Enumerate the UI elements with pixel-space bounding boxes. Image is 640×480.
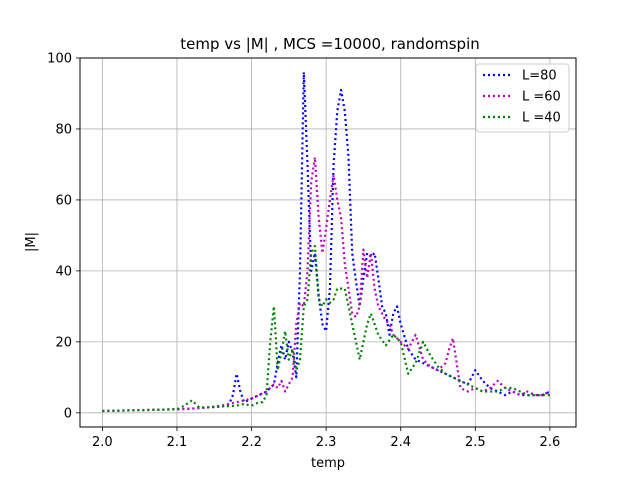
x-tick-label: 2.5 bbox=[465, 435, 486, 450]
x-axis-ticks: 2.0 2.1 2.2 2.3 2.4 2.5 2.6 bbox=[92, 427, 560, 450]
chart-title: temp vs |M| , MCS =10000, randomspin bbox=[180, 35, 480, 53]
x-tick-label: 2.3 bbox=[316, 435, 337, 450]
y-tick-label: 0 bbox=[64, 406, 72, 421]
legend-label-1: L =60 bbox=[522, 90, 561, 105]
legend-label-2: L =40 bbox=[522, 111, 561, 126]
x-tick-label: 2.6 bbox=[540, 435, 561, 450]
series-line-0 bbox=[102, 71, 551, 413]
x-axis-label: temp bbox=[311, 456, 345, 471]
legend-label-0: L=80 bbox=[522, 69, 557, 84]
axes-frame bbox=[79, 57, 577, 428]
y-tick-label: 40 bbox=[55, 264, 72, 279]
y-tick-label: 80 bbox=[55, 122, 72, 137]
y-tick-label: 20 bbox=[55, 335, 72, 350]
x-tick-label: 2.2 bbox=[241, 435, 262, 450]
y-tick-label: 100 bbox=[47, 52, 72, 67]
y-tick-label: 60 bbox=[55, 193, 72, 208]
y-axis-ticks: 0 20 40 60 80 100 bbox=[47, 52, 80, 421]
x-tick-label: 2.0 bbox=[92, 435, 113, 450]
legend: L=80 L =60 L =40 bbox=[475, 63, 570, 133]
x-tick-label: 2.4 bbox=[390, 435, 411, 450]
series-line-1 bbox=[102, 156, 551, 413]
series-line-2 bbox=[102, 244, 550, 413]
grid-lines bbox=[80, 57, 576, 427]
series-layer bbox=[102, 71, 551, 413]
legend-box bbox=[475, 63, 570, 133]
y-axis-label: |M| bbox=[24, 232, 39, 252]
x-tick-label: 2.1 bbox=[167, 435, 188, 450]
